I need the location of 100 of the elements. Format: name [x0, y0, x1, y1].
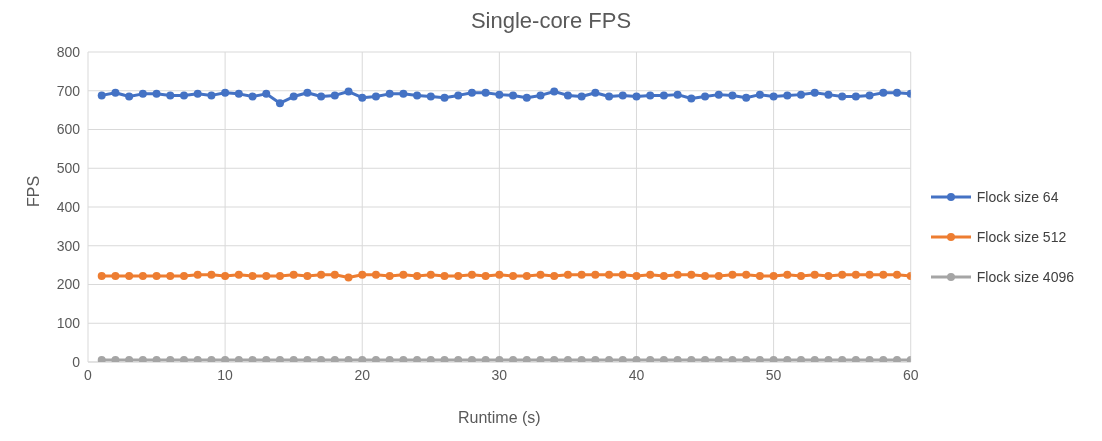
point: [673, 90, 682, 99]
point: [221, 271, 230, 280]
point: [152, 89, 161, 98]
point: [646, 270, 655, 279]
point: [97, 91, 106, 100]
point: [275, 271, 284, 280]
point: [577, 270, 586, 279]
point: [454, 91, 463, 100]
y-tick-label: 600: [56, 121, 81, 138]
point: [728, 270, 737, 279]
point: [701, 271, 710, 280]
point: [893, 88, 902, 97]
point: [824, 90, 833, 99]
point: [838, 92, 847, 101]
point: [851, 270, 860, 279]
point: [426, 270, 435, 279]
point: [687, 270, 696, 279]
point: [646, 91, 655, 100]
y-tick-label: 700: [56, 82, 81, 99]
point: [810, 270, 819, 279]
point: [454, 271, 463, 280]
point: [467, 88, 476, 97]
point: [522, 93, 531, 102]
point: [179, 271, 188, 280]
point: [385, 271, 394, 280]
point: [742, 270, 751, 279]
point: [865, 270, 874, 279]
point: [399, 89, 408, 98]
point: [275, 99, 284, 108]
point: [303, 88, 312, 97]
point: [426, 92, 435, 101]
point: [262, 89, 271, 98]
y-tick-label: 0: [72, 353, 81, 370]
point: [550, 87, 559, 96]
point: [893, 270, 902, 279]
point: [303, 271, 312, 280]
point: [495, 270, 504, 279]
point: [358, 270, 367, 279]
point: [138, 89, 147, 98]
point: [714, 271, 723, 280]
point: [755, 90, 764, 99]
point: [179, 91, 188, 100]
point: [783, 270, 792, 279]
y-tick-label: 100: [56, 315, 81, 332]
point: [166, 91, 175, 100]
point: [522, 271, 531, 280]
point: [111, 88, 120, 97]
point: [289, 92, 298, 101]
point: [317, 270, 326, 279]
point: [550, 271, 559, 280]
point: [673, 270, 682, 279]
point: [755, 271, 764, 280]
y-tick-label: 200: [56, 276, 81, 293]
point: [618, 270, 627, 279]
point: [838, 270, 847, 279]
point: [248, 92, 257, 101]
point: [413, 91, 422, 100]
point: [193, 89, 202, 98]
point: [879, 88, 888, 97]
point: [111, 271, 120, 280]
point: [605, 92, 614, 101]
point: [399, 270, 408, 279]
point: [481, 271, 490, 280]
point: [371, 270, 380, 279]
point: [371, 92, 380, 101]
point: [317, 92, 326, 101]
point: [166, 271, 175, 280]
point: [810, 88, 819, 97]
point: [742, 93, 751, 102]
point: [330, 91, 339, 100]
point: [262, 271, 271, 280]
point: [509, 91, 518, 100]
point: [207, 270, 216, 279]
point: [440, 271, 449, 280]
point: [865, 91, 874, 100]
point: [509, 271, 518, 280]
point: [97, 271, 106, 280]
point: [152, 271, 161, 280]
y-tick-label: 500: [56, 160, 81, 177]
point: [413, 271, 422, 280]
point: [330, 270, 339, 279]
point: [714, 90, 723, 99]
point: [358, 93, 367, 102]
point: [536, 91, 545, 100]
point: [221, 88, 230, 97]
x-tick-label: 60: [902, 366, 919, 383]
point: [797, 271, 806, 280]
point: [701, 92, 710, 101]
x-tick-label: 10: [217, 366, 234, 383]
point: [783, 91, 792, 100]
point: [193, 270, 202, 279]
x-tick-label: 40: [628, 366, 645, 383]
point: [591, 270, 600, 279]
legend-label: Flock size 4096: [976, 269, 1074, 285]
point: [605, 270, 614, 279]
chart-title: Single-core FPS: [469, 8, 633, 34]
y-tick-label: 300: [56, 237, 81, 254]
legend-label: Flock size 64: [976, 189, 1059, 205]
point: [769, 271, 778, 280]
point: [769, 92, 778, 101]
